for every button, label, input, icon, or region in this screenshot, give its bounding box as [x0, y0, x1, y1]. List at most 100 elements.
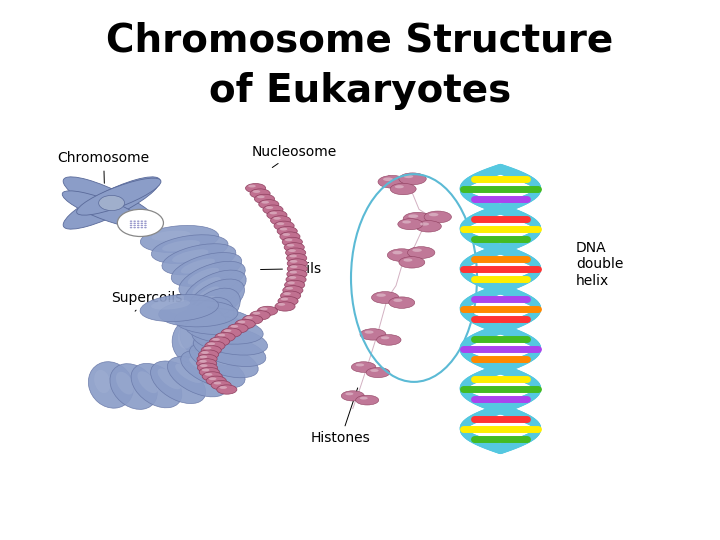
Circle shape — [130, 220, 132, 222]
Ellipse shape — [360, 397, 368, 400]
Ellipse shape — [186, 316, 264, 344]
Ellipse shape — [212, 338, 220, 341]
Ellipse shape — [370, 369, 379, 372]
Ellipse shape — [214, 382, 221, 384]
Ellipse shape — [284, 242, 305, 252]
Ellipse shape — [389, 297, 415, 308]
Ellipse shape — [188, 288, 240, 332]
Circle shape — [144, 225, 147, 226]
Ellipse shape — [230, 325, 238, 328]
Ellipse shape — [199, 349, 232, 365]
Ellipse shape — [282, 233, 290, 236]
Ellipse shape — [258, 200, 279, 209]
Ellipse shape — [282, 237, 302, 247]
Ellipse shape — [76, 178, 161, 215]
Ellipse shape — [162, 244, 236, 275]
Text: Nucleosome: Nucleosome — [252, 145, 337, 167]
Ellipse shape — [408, 247, 435, 259]
Ellipse shape — [278, 296, 298, 306]
Ellipse shape — [197, 322, 235, 332]
Circle shape — [137, 225, 140, 226]
Ellipse shape — [197, 363, 217, 373]
Ellipse shape — [192, 306, 210, 328]
Ellipse shape — [267, 211, 287, 220]
Ellipse shape — [179, 261, 246, 298]
Ellipse shape — [399, 256, 425, 268]
Ellipse shape — [197, 359, 217, 368]
Ellipse shape — [269, 212, 277, 214]
Ellipse shape — [220, 386, 227, 389]
Ellipse shape — [277, 226, 297, 236]
Ellipse shape — [383, 178, 393, 181]
Ellipse shape — [413, 248, 422, 252]
Ellipse shape — [356, 363, 364, 367]
Ellipse shape — [158, 368, 181, 389]
Ellipse shape — [207, 342, 215, 345]
Ellipse shape — [286, 275, 306, 284]
Circle shape — [130, 227, 132, 228]
Ellipse shape — [180, 307, 226, 353]
Ellipse shape — [399, 173, 426, 185]
Ellipse shape — [170, 306, 210, 315]
Ellipse shape — [151, 231, 191, 241]
Ellipse shape — [392, 251, 402, 254]
Ellipse shape — [171, 253, 242, 286]
Ellipse shape — [203, 340, 239, 354]
Ellipse shape — [199, 367, 220, 377]
Ellipse shape — [287, 281, 295, 284]
Ellipse shape — [224, 329, 231, 332]
Ellipse shape — [140, 226, 219, 253]
Ellipse shape — [181, 259, 215, 274]
Ellipse shape — [181, 350, 245, 388]
Ellipse shape — [286, 248, 306, 258]
Ellipse shape — [275, 302, 295, 311]
Circle shape — [99, 195, 125, 211]
Ellipse shape — [211, 381, 231, 390]
Ellipse shape — [287, 244, 294, 247]
Ellipse shape — [235, 319, 256, 329]
Text: DNA: DNA — [576, 240, 607, 254]
Text: Chromosome: Chromosome — [58, 152, 150, 183]
Circle shape — [137, 227, 140, 228]
Ellipse shape — [387, 249, 416, 261]
Ellipse shape — [285, 239, 292, 241]
Ellipse shape — [280, 232, 300, 241]
Ellipse shape — [197, 354, 217, 363]
Ellipse shape — [287, 259, 307, 268]
Ellipse shape — [271, 216, 291, 225]
Ellipse shape — [408, 214, 418, 218]
Ellipse shape — [254, 194, 274, 204]
Circle shape — [133, 222, 136, 224]
Ellipse shape — [187, 279, 245, 321]
Ellipse shape — [285, 287, 293, 289]
Ellipse shape — [204, 347, 212, 349]
Ellipse shape — [184, 270, 246, 309]
Ellipse shape — [390, 183, 416, 195]
Ellipse shape — [140, 294, 218, 321]
Ellipse shape — [263, 205, 283, 214]
Ellipse shape — [194, 286, 220, 307]
Ellipse shape — [194, 296, 217, 318]
Ellipse shape — [377, 294, 386, 297]
Ellipse shape — [250, 189, 270, 198]
Ellipse shape — [381, 336, 390, 339]
Circle shape — [144, 227, 147, 228]
Ellipse shape — [110, 363, 157, 409]
Ellipse shape — [290, 260, 297, 263]
Ellipse shape — [356, 395, 379, 405]
Ellipse shape — [260, 307, 268, 310]
Text: Supercoils: Supercoils — [112, 292, 183, 311]
Ellipse shape — [250, 310, 270, 320]
Ellipse shape — [377, 335, 401, 345]
Ellipse shape — [199, 355, 207, 359]
Ellipse shape — [200, 364, 207, 367]
Ellipse shape — [221, 328, 241, 338]
Text: Chromosome Structure: Chromosome Structure — [107, 22, 613, 59]
Ellipse shape — [393, 299, 402, 302]
Ellipse shape — [287, 264, 307, 273]
Ellipse shape — [397, 219, 423, 230]
Ellipse shape — [284, 280, 305, 289]
Ellipse shape — [420, 222, 429, 226]
Ellipse shape — [364, 330, 374, 334]
Ellipse shape — [360, 329, 386, 340]
